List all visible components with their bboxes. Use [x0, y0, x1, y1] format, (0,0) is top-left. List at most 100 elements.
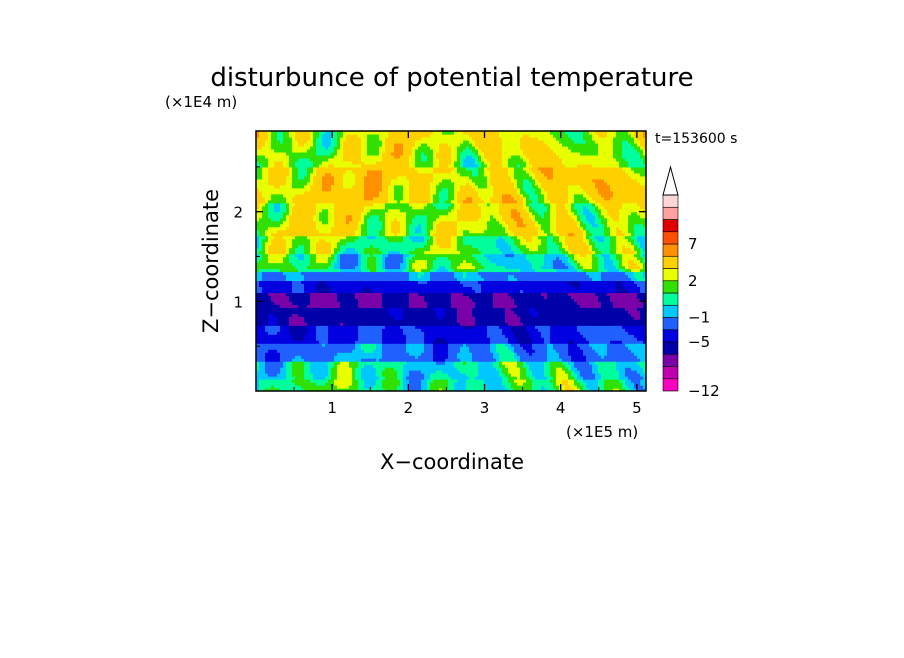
- heatmap-cell: [397, 385, 401, 389]
- heatmap-cell: [556, 334, 560, 338]
- heatmap-cell: [622, 352, 626, 356]
- heatmap-cell: [412, 361, 416, 365]
- heatmap-cell: [571, 328, 575, 332]
- heatmap-cell: [535, 310, 539, 314]
- heatmap-cell: [565, 298, 569, 302]
- heatmap-cell: [274, 301, 278, 305]
- heatmap-cell: [304, 382, 308, 386]
- heatmap-cell: [451, 337, 455, 341]
- heatmap-cell: [520, 307, 524, 311]
- heatmap-cell: [574, 382, 578, 386]
- heatmap-cell: [571, 301, 575, 305]
- heatmap-cell: [427, 352, 431, 356]
- heatmap-cell: [433, 307, 437, 311]
- heatmap-cell: [643, 364, 646, 368]
- heatmap-cell: [421, 334, 425, 338]
- heatmap-cell: [256, 328, 260, 332]
- heatmap-cell: [544, 325, 548, 329]
- heatmap-cell: [331, 352, 335, 356]
- heatmap-cell: [442, 349, 446, 353]
- heatmap-cell: [310, 352, 314, 356]
- heatmap-cell: [412, 301, 416, 305]
- heatmap-cell: [457, 310, 461, 314]
- heatmap-cell: [310, 298, 314, 302]
- heatmap-cell: [412, 298, 416, 302]
- heatmap-cell: [565, 343, 569, 347]
- heatmap-cell: [583, 346, 587, 350]
- heatmap-cell: [487, 355, 491, 359]
- heatmap-cell: [457, 382, 461, 386]
- heatmap-cell: [559, 301, 563, 305]
- heatmap-cell: [454, 298, 458, 302]
- heatmap-cell: [277, 355, 281, 359]
- heatmap-cell: [553, 301, 557, 305]
- heatmap-cell: [625, 313, 629, 317]
- heatmap-cell: [310, 370, 314, 374]
- heatmap-cell: [256, 325, 260, 329]
- heatmap-cell: [385, 301, 389, 305]
- heatmap-cell: [301, 301, 305, 305]
- heatmap-cell: [529, 382, 533, 386]
- heatmap-cell: [577, 334, 581, 338]
- heatmap-cell: [259, 331, 263, 335]
- heatmap-cell: [352, 346, 356, 350]
- heatmap-cell: [394, 310, 398, 314]
- heatmap-cell: [589, 352, 593, 356]
- heatmap-cell: [277, 298, 281, 302]
- heatmap-cell: [439, 331, 443, 335]
- heatmap-cell: [256, 298, 260, 302]
- heatmap-cell: [277, 310, 281, 314]
- heatmap-cell: [544, 313, 548, 317]
- heatmap-cell: [376, 358, 380, 362]
- heatmap-cell: [547, 322, 551, 326]
- heatmap-cell: [352, 307, 356, 311]
- heatmap-cell: [433, 361, 437, 365]
- heatmap-cell: [550, 361, 554, 365]
- heatmap-cell: [325, 319, 329, 323]
- heatmap-cell: [472, 301, 476, 305]
- heatmap-cell: [586, 301, 590, 305]
- heatmap-cell: [340, 313, 344, 317]
- heatmap-cell: [586, 337, 590, 341]
- heatmap-cell: [607, 352, 611, 356]
- heatmap-cell: [451, 343, 455, 347]
- heatmap-cell: [556, 319, 560, 323]
- heatmap-cell: [520, 367, 524, 371]
- heatmap-cell: [634, 355, 638, 359]
- heatmap-cell: [379, 373, 383, 377]
- heatmap-cell: [400, 334, 404, 338]
- heatmap-cell: [523, 313, 527, 317]
- heatmap-cell: [286, 319, 290, 323]
- heatmap-cell: [598, 325, 602, 329]
- heatmap-cell: [469, 352, 473, 356]
- heatmap-cell: [256, 331, 260, 335]
- heatmap-cell: [421, 364, 425, 368]
- heatmap-cell: [280, 313, 284, 317]
- heatmap-cell: [496, 367, 500, 371]
- heatmap-cell: [331, 307, 335, 311]
- heatmap-cell: [313, 367, 317, 371]
- heatmap-cell: [607, 343, 611, 347]
- heatmap-cell: [511, 385, 515, 389]
- heatmap-cell: [472, 343, 476, 347]
- heatmap-cell: [472, 382, 476, 386]
- heatmap-cell: [622, 376, 626, 380]
- heatmap-cell: [412, 385, 416, 389]
- heatmap-cell: [487, 370, 491, 374]
- heatmap-cell: [493, 364, 497, 368]
- heatmap-cell: [508, 331, 512, 335]
- heatmap-cell: [397, 367, 401, 371]
- heatmap-cell: [310, 361, 314, 365]
- heatmap-cell: [628, 367, 632, 371]
- heatmap-cell: [472, 304, 476, 308]
- heatmap-cell: [487, 367, 491, 371]
- heatmap-cell: [391, 343, 395, 347]
- heatmap-cell: [475, 328, 479, 332]
- heatmap-cell: [529, 361, 533, 365]
- heatmap-cell: [415, 385, 419, 389]
- heatmap-cell: [394, 355, 398, 359]
- heatmap-cell: [289, 355, 293, 359]
- heatmap-cell: [349, 307, 353, 311]
- heatmap-cell: [316, 361, 320, 365]
- heatmap-cell: [364, 322, 368, 326]
